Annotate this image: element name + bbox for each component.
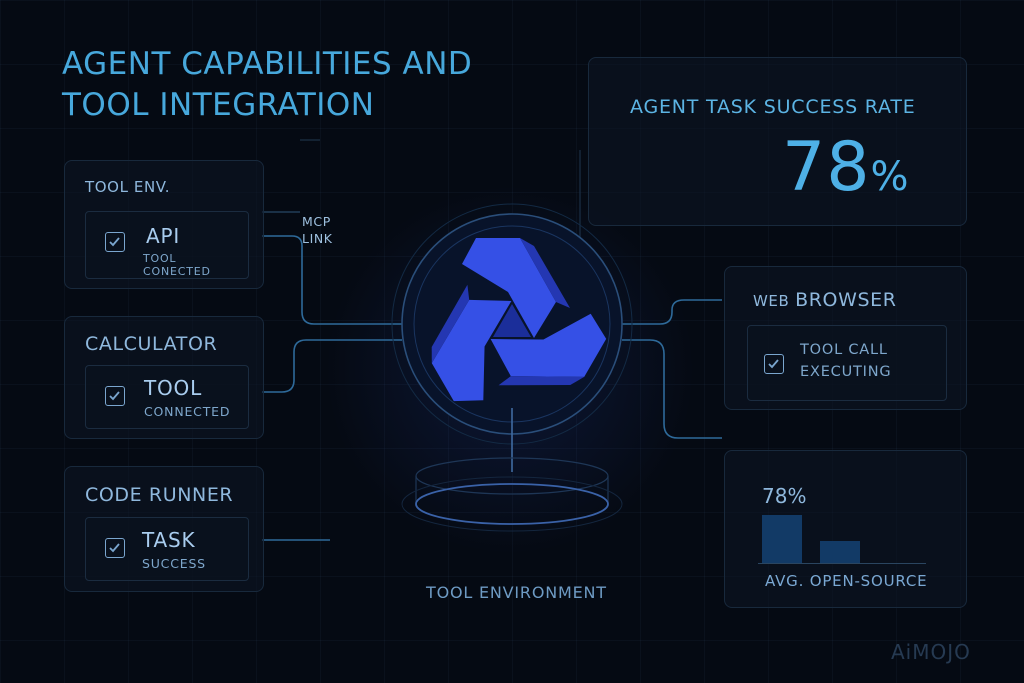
api-title: API — [146, 224, 181, 248]
web-browser-panel: WEB BROWSER TOOL CALL EXECUTING — [724, 266, 967, 410]
code-runner-header: CODE RUNNER — [85, 484, 234, 506]
chart-x-label: AVG. OPEN-SOURCE — [765, 572, 928, 590]
connector-web-browser — [622, 299, 722, 325]
checkbox-checked-icon — [764, 354, 784, 374]
checkbox-checked-icon — [105, 232, 125, 252]
bar-open-source-avg — [820, 541, 860, 563]
calculator-header: CALCULATOR — [85, 333, 218, 355]
tool-env-panel: TOOL ENV. API TOOL CONECTED — [64, 160, 264, 289]
web-browser-line-2: EXECUTING — [800, 364, 892, 380]
success-rate-number: 78 — [782, 128, 871, 207]
web-browser-header: WEB BROWSER — [753, 289, 897, 311]
success-rate-panel — [588, 57, 967, 226]
web-browser-line-1: TOOL CALL — [800, 342, 888, 358]
success-rate-label: AGENT TASK SUCCESS RATE — [630, 96, 916, 118]
code-runner-item: TASK SUCCESS — [85, 517, 249, 581]
chart-axis — [758, 563, 926, 564]
page-title: AGENT CAPABILITIES AND TOOL INTEGRATION — [62, 44, 472, 126]
connector-api — [262, 235, 402, 325]
title-line-2: TOOL INTEGRATION — [62, 87, 375, 123]
web-browser-item: TOOL CALL EXECUTING — [747, 325, 947, 401]
checkbox-checked-icon — [105, 538, 125, 558]
tool-env-header: TOOL ENV. — [85, 178, 171, 196]
code-runner-subtitle: SUCCESS — [142, 556, 206, 571]
calculator-subtitle: CONNECTED — [144, 404, 231, 419]
tool-environment-label: TOOL ENVIRONMENT — [426, 583, 607, 602]
mcp-link-line-2: LINK — [302, 231, 333, 246]
calculator-title: TOOL — [144, 376, 203, 400]
success-rate-value: 78% — [782, 128, 910, 217]
api-subtitle: TOOL CONECTED — [143, 252, 211, 278]
connector-chart — [622, 339, 722, 439]
calculator-panel: CALCULATOR TOOL CONNECTED — [64, 316, 264, 439]
code-runner-panel: CODE RUNNER TASK SUCCESS — [64, 466, 264, 592]
calculator-item: TOOL CONNECTED — [85, 365, 249, 429]
api-item: API TOOL CONECTED — [85, 211, 249, 279]
checkbox-checked-icon — [105, 386, 125, 406]
platform-cylinder-icon — [401, 457, 623, 532]
mcp-link-label: MCP LINK — [302, 213, 333, 247]
mcp-link-line-1: MCP — [302, 214, 331, 229]
agent-logo-icon — [406, 238, 614, 421]
connector-calculator — [262, 339, 402, 393]
title-line-1: AGENT CAPABILITIES AND — [62, 46, 473, 82]
web-browser-header-big: BROWSER — [795, 289, 897, 311]
code-runner-title: TASK — [142, 528, 196, 552]
brand-watermark: AiMOJO — [891, 640, 971, 664]
bar-data-label: 78% — [762, 484, 807, 508]
success-rate-unit: % — [870, 154, 910, 200]
bar-agent — [762, 515, 802, 563]
web-browser-header-small: WEB — [753, 292, 790, 310]
